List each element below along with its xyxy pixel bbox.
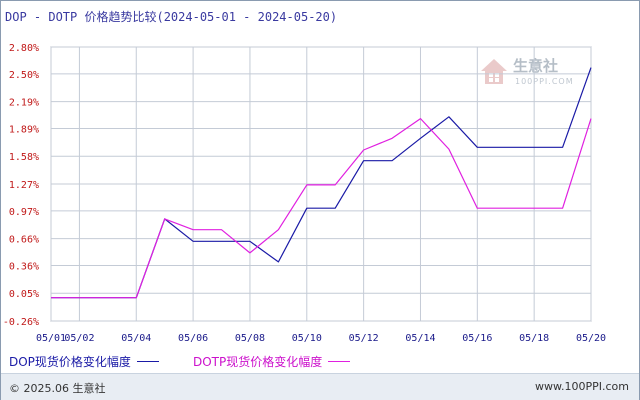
y-tick-label: 2.50% (9, 70, 39, 81)
x-tick-label: 05/01 (36, 333, 66, 344)
y-tick-label: 1.27% (9, 180, 39, 191)
legend-item-dop: DOP现货价格变化幅度 (9, 353, 159, 370)
y-tick-label: 1.89% (9, 124, 39, 135)
watermark: 生意社 100PPI.COM (479, 55, 579, 91)
legend-swatch-dop (136, 361, 159, 362)
site-link[interactable]: www.100PPI.com (535, 380, 629, 393)
house-logo-icon (481, 59, 507, 84)
x-tick-label: 05/08 (235, 333, 265, 344)
watermark-brand: 生意社 (513, 57, 559, 75)
x-tick-label: 05/06 (178, 333, 208, 344)
legend-label-dop: DOP现货价格变化幅度 (9, 355, 131, 369)
x-tick-label: 05/14 (405, 333, 435, 344)
y-tick-label: 0.05% (9, 289, 39, 300)
line-chart: 2.80% 2.50% 2.19% 1.89% 1.58% 1.27% 0.97% 0.66%… (3, 43, 606, 344)
x-tick-label: 05/04 (121, 333, 151, 344)
y-tick-label: 0.97% (9, 207, 39, 218)
chart-title: DOP - DOTP 价格趋势比较(2024-05-01 - 2024-05-2… (5, 10, 338, 24)
y-tick-label: -0.26% (3, 317, 39, 328)
y-tick-label: 0.36% (9, 261, 39, 272)
y-tick-label: 1.58% (9, 152, 39, 163)
x-tick-label: 05/18 (519, 333, 549, 344)
footer: © 2025.06 生意社 www.100PPI.com (1, 373, 639, 400)
x-tick-label: 05/20 (576, 333, 606, 344)
copyright-text: © 2025.06 生意社 (9, 382, 106, 395)
y-tick-label: 2.19% (9, 98, 39, 109)
x-tick-label: 05/10 (292, 333, 322, 344)
legend-swatch-dotp (328, 361, 351, 362)
x-tick-label: 05/16 (462, 333, 492, 344)
y-tick-label: 2.80% (9, 43, 39, 54)
x-tick-label: 05/02 (64, 333, 94, 344)
legend-item-dotp: DOTP现货价格变化幅度 (193, 353, 351, 370)
watermark-url: 100PPI.COM (515, 77, 574, 86)
series-line-dotp (51, 117, 592, 299)
y-tick-label: 0.66% (9, 235, 39, 246)
legend-label-dotp: DOTP现货价格变化幅度 (193, 355, 323, 369)
x-tick-label: 05/12 (349, 333, 379, 344)
